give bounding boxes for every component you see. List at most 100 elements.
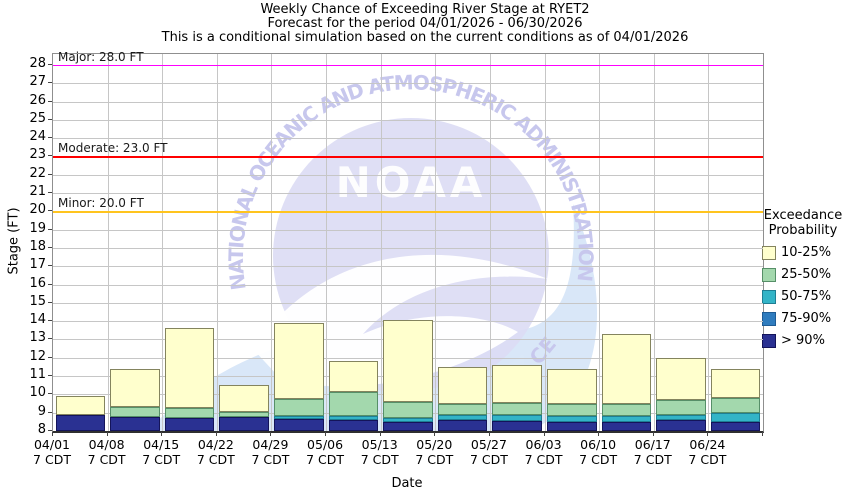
y-tick-label: 24: [29, 129, 46, 145]
y-tick-mark: [48, 63, 52, 65]
legend-swatch-7590: [762, 311, 776, 326]
y-tick-mark: [48, 265, 52, 267]
chart-title: Weekly Chance of Exceeding River Stage a…: [260, 2, 590, 17]
bar-segment: [273, 323, 324, 399]
flood-label-minor: Minor: 20.0 FT: [58, 196, 144, 211]
x-tick-time: 7 CDT: [415, 452, 454, 467]
y-tick-label: 15: [29, 293, 46, 309]
title-block: Weekly Chance of Exceeding River Stage a…: [0, 3, 850, 45]
bar-segment: [328, 361, 379, 392]
gridline-h: [53, 101, 763, 103]
y-tick-label: 19: [29, 220, 46, 236]
y-tick-label: 11: [29, 367, 46, 383]
bar-segment: [437, 420, 488, 431]
y-tick-mark: [48, 430, 52, 431]
bar-segment: [55, 415, 106, 431]
y-tick-label: 9: [37, 403, 46, 419]
y-tick-label: 18: [29, 238, 46, 254]
bar-segment: [492, 414, 543, 421]
bar-segment: [273, 419, 324, 431]
x-tick-time: 7 CDT: [469, 452, 508, 467]
x-tick-time: 7 CDT: [33, 452, 71, 467]
x-tick-mark: [106, 432, 108, 436]
y-tick-label: 21: [29, 184, 46, 200]
x-tick-date: 04/01: [33, 437, 71, 452]
y-tick-label: 8: [37, 422, 46, 437]
x-tick-label: 04/22 7 CDT: [197, 437, 235, 467]
gridline-v: [708, 54, 710, 431]
y-tick-mark: [48, 320, 52, 322]
x-tick-date: 05/13: [361, 437, 398, 452]
legend-label: > 90%: [781, 333, 825, 348]
bar-segment: [219, 385, 269, 412]
bar-segment: [710, 398, 761, 413]
y-tick-label: 28: [29, 55, 46, 71]
x-tick-time: 7 CDT: [360, 452, 399, 467]
bar-segment: [110, 417, 160, 431]
y-tick-mark: [48, 118, 52, 120]
x-tick-mark: [161, 432, 163, 436]
x-tick-mark: [52, 432, 53, 436]
x-tick-mark: [379, 432, 381, 436]
y-tick-label: 13: [29, 330, 46, 346]
x-tick-mark: [325, 432, 327, 436]
bar-segment: [437, 415, 488, 420]
bar-segment: [383, 421, 433, 431]
x-tick-label: 04/15 7 CDT: [142, 437, 180, 467]
x-tick-label: 05/13 7 CDT: [361, 437, 399, 467]
x-tick-date: 04/15: [143, 437, 180, 452]
bar-segment: [383, 401, 433, 419]
bar-segment: [601, 416, 652, 422]
x-tick-time: 7 CDT: [251, 452, 290, 467]
x-axis-title: Date: [391, 476, 423, 491]
y-tick-label: 27: [29, 74, 46, 90]
bar-segment: [273, 398, 324, 417]
bar-segment: [492, 402, 543, 415]
bar-segment: [164, 327, 215, 409]
legend-label: 25-50%: [781, 267, 832, 282]
legend-item: 75-90%: [757, 311, 849, 326]
legend-title-line2: Probability: [768, 223, 838, 238]
x-tick-mark: [652, 432, 654, 436]
bar-segment: [383, 418, 433, 422]
bar-segment: [710, 421, 761, 431]
x-tick-time: 7 CDT: [579, 452, 618, 467]
bar-segment: [656, 414, 706, 420]
bar-segment: [164, 418, 215, 431]
y-tick-mark: [48, 82, 52, 84]
y-tick-mark: [48, 283, 52, 285]
legend-label: 10-25%: [781, 245, 832, 260]
bar-segment: [547, 368, 597, 405]
y-tick-mark: [48, 210, 52, 212]
x-tick-time: 7 CDT: [524, 452, 563, 467]
y-tick-label: 12: [29, 348, 46, 364]
y-tick-mark: [48, 338, 52, 340]
y-tick-mark: [48, 137, 52, 139]
chart-note: This is a conditional simulation based o…: [161, 30, 689, 45]
bar-segment: [547, 416, 597, 422]
x-tick-mark: [543, 432, 545, 436]
y-tick-mark: [48, 228, 52, 230]
x-tick-date: 05/06: [307, 437, 344, 452]
y-tick-label: 20: [29, 202, 46, 218]
y-tick-label: 22: [29, 165, 46, 181]
x-tick-mark: [598, 432, 600, 436]
legend-label: 75-90%: [781, 311, 832, 326]
x-tick-label: 04/01 7 CDT: [33, 437, 71, 467]
x-tick-date: 04/29: [252, 437, 289, 452]
gridline-v: [653, 54, 655, 431]
bar-segment: [437, 366, 488, 405]
legend-swatch-90: [762, 333, 776, 348]
y-tick-mark: [48, 155, 52, 157]
y-tick-label: 17: [29, 257, 46, 273]
legend-swatch-2550: [762, 267, 776, 282]
x-tick-time: 7 CDT: [688, 452, 727, 467]
bar-segment: [492, 420, 543, 431]
y-tick-label: 10: [29, 385, 46, 401]
bar-segment: [656, 420, 706, 431]
bar-segment: [601, 334, 652, 405]
x-tick-label: 04/08 7 CDT: [88, 437, 126, 467]
y-tick-mark: [48, 173, 52, 175]
legend-rows: 10-25% 25-50% 50-75% 75-90% > 90%: [757, 245, 849, 348]
bars-layer: [53, 54, 763, 431]
